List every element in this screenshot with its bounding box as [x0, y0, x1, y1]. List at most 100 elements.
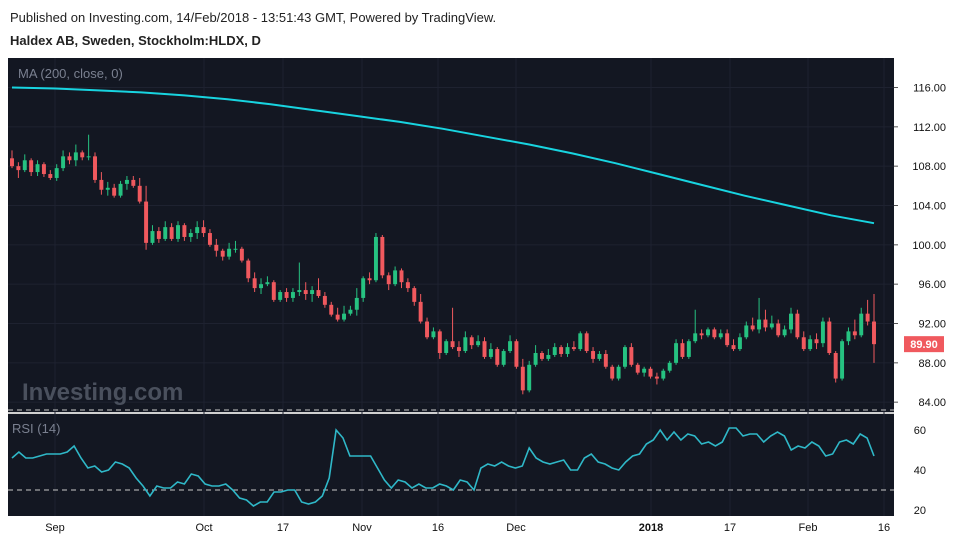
ma200-line	[11, 86, 875, 225]
candle	[514, 339, 519, 369]
y-tick-label: 84.00	[918, 397, 946, 409]
candle	[693, 309, 698, 344]
candle	[578, 331, 583, 352]
candle	[571, 341, 576, 352]
candle	[801, 331, 806, 352]
candle	[463, 331, 468, 353]
candle	[207, 229, 212, 247]
candle	[195, 221, 200, 239]
symbol-title: Haldex AB, Sweden, Stockholm:HLDX, D	[10, 33, 261, 48]
candle	[616, 364, 621, 381]
candle	[163, 221, 168, 241]
candle	[674, 339, 679, 365]
candle	[239, 246, 244, 263]
candle	[763, 309, 768, 332]
candle	[297, 262, 302, 296]
x-tick-label: Nov	[352, 522, 372, 534]
candle	[642, 366, 647, 377]
candle	[86, 134, 91, 161]
candle	[16, 162, 21, 178]
candle	[67, 152, 72, 165]
candle	[329, 301, 334, 317]
candle	[80, 150, 85, 161]
candle	[552, 343, 557, 357]
candle	[386, 272, 391, 291]
candle	[527, 360, 532, 393]
candle	[482, 337, 487, 359]
y-tick-label: 92.00	[918, 319, 946, 331]
candle	[661, 368, 666, 381]
x-tick-label: Dec	[506, 522, 526, 534]
candle	[699, 329, 704, 340]
candle	[559, 345, 564, 357]
candle	[852, 319, 857, 340]
candle	[840, 339, 845, 381]
candle	[872, 294, 876, 363]
candle	[227, 242, 232, 260]
candle	[278, 290, 283, 302]
candle	[782, 325, 787, 338]
candle	[591, 347, 596, 363]
x-tick-label: 17	[277, 522, 289, 534]
candle	[833, 351, 838, 383]
candle	[41, 162, 46, 177]
candle	[859, 307, 864, 338]
candle	[808, 335, 813, 352]
y-tick-label: 88.00	[918, 358, 946, 370]
candle	[814, 333, 819, 350]
candle	[393, 266, 398, 287]
candle	[271, 280, 276, 302]
candle	[757, 297, 762, 334]
candle	[667, 360, 672, 373]
candle	[565, 343, 570, 357]
candle	[795, 309, 800, 340]
candle	[546, 349, 551, 361]
candle	[284, 288, 289, 302]
candle	[476, 335, 481, 348]
x-tick-label: 2018	[639, 522, 663, 534]
candle	[718, 329, 723, 340]
candle	[131, 176, 136, 188]
candle	[335, 307, 340, 322]
candle	[686, 339, 691, 359]
candle	[425, 317, 430, 340]
candle	[156, 227, 161, 243]
candle	[29, 158, 34, 176]
candle	[10, 150, 14, 169]
candle	[380, 235, 385, 279]
candle	[508, 335, 513, 353]
candle	[252, 272, 257, 293]
candle	[112, 183, 117, 198]
x-tick-label: Feb	[799, 522, 818, 534]
candle	[750, 317, 755, 332]
price-tag-value: 89.90	[910, 339, 938, 351]
candle	[144, 185, 149, 250]
candle	[322, 292, 327, 308]
candle	[629, 343, 634, 367]
candle	[622, 345, 627, 369]
rsi-tick-label: 20	[914, 505, 926, 517]
candle	[865, 299, 870, 326]
candle	[61, 150, 66, 172]
candle	[412, 286, 417, 306]
candle	[769, 315, 774, 330]
candle	[597, 351, 602, 361]
candle	[635, 362, 640, 375]
candle	[405, 278, 410, 293]
candle	[501, 349, 506, 367]
candle	[316, 278, 321, 298]
candles	[10, 134, 876, 395]
candle	[789, 307, 793, 334]
rsi-tick-label: 60	[914, 425, 926, 437]
candle	[846, 327, 851, 346]
y-tick-label: 96.00	[918, 279, 946, 291]
y-tick-label: 116.00	[913, 83, 946, 95]
y-tick-label: 108.00	[912, 161, 946, 173]
x-tick-label: 16	[432, 522, 444, 534]
candle	[99, 172, 104, 195]
candle	[342, 305, 347, 322]
rsi-indicator-label: RSI (14)	[12, 421, 60, 436]
candle	[246, 258, 251, 283]
candle	[706, 327, 710, 338]
